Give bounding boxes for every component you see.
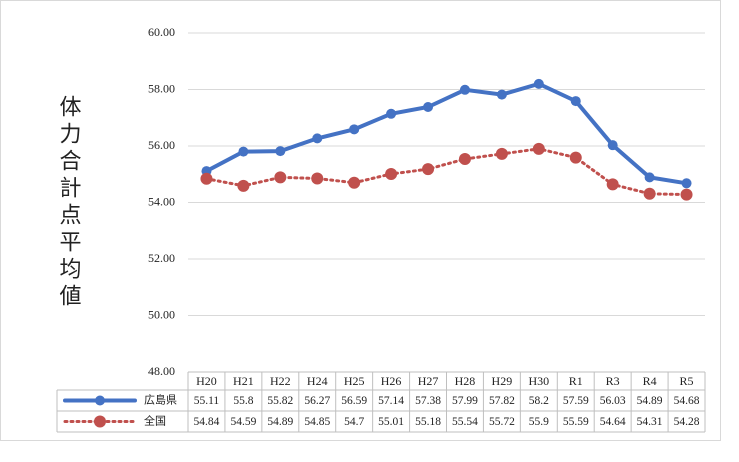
y-tick-label: 48.00 bbox=[148, 364, 175, 378]
x-tick-label: H27 bbox=[418, 374, 439, 388]
table-value: 54.84 bbox=[194, 416, 220, 428]
table-value: 56.27 bbox=[304, 395, 330, 407]
table-value: 55.01 bbox=[378, 416, 404, 428]
x-tick-label: H24 bbox=[307, 374, 328, 388]
table-value: 54.31 bbox=[637, 416, 663, 428]
marker bbox=[312, 133, 323, 144]
marker bbox=[422, 163, 435, 176]
marker bbox=[348, 176, 361, 189]
table-value: 56.59 bbox=[341, 395, 367, 407]
table-value: 55.9 bbox=[529, 416, 549, 428]
table-value: 54.28 bbox=[674, 416, 700, 428]
table-value: 55.18 bbox=[415, 416, 441, 428]
x-tick-label: R5 bbox=[680, 374, 694, 388]
table-value: 56.03 bbox=[600, 395, 626, 407]
x-tick-label: H29 bbox=[492, 374, 513, 388]
y-tick-label: 58.00 bbox=[148, 81, 175, 95]
marker bbox=[680, 188, 693, 201]
legend-marker bbox=[95, 395, 105, 406]
x-tick-label: R3 bbox=[606, 374, 620, 388]
table-value: 55.8 bbox=[233, 395, 253, 407]
marker bbox=[606, 178, 619, 191]
table-value: 55.72 bbox=[489, 416, 515, 428]
table-value: 55.54 bbox=[452, 416, 478, 428]
x-tick-label: H28 bbox=[455, 374, 476, 388]
table-value: 54.64 bbox=[600, 416, 626, 428]
marker bbox=[274, 171, 287, 184]
marker bbox=[238, 146, 249, 157]
x-tick-label: H21 bbox=[233, 374, 254, 388]
table-value: 55.82 bbox=[267, 395, 293, 407]
legend-label: 広島県 bbox=[144, 393, 177, 407]
chart-border bbox=[0, 0, 721, 441]
y-tick-label: 50.00 bbox=[148, 307, 175, 321]
marker bbox=[385, 167, 398, 180]
marker bbox=[349, 124, 360, 135]
legend-marker bbox=[94, 415, 106, 428]
marker bbox=[237, 179, 250, 192]
y-tick-label: 52.00 bbox=[148, 251, 175, 265]
marker bbox=[532, 142, 545, 155]
marker bbox=[495, 147, 508, 160]
marker bbox=[643, 187, 656, 200]
table-value: 54.7 bbox=[344, 416, 364, 428]
y-tick-label: 56.00 bbox=[148, 138, 175, 152]
marker bbox=[275, 146, 286, 157]
x-tick-label: R1 bbox=[569, 374, 583, 388]
table-value: 57.38 bbox=[415, 395, 441, 407]
x-tick-label: H22 bbox=[270, 374, 291, 388]
table-value: 55.59 bbox=[563, 416, 589, 428]
marker bbox=[644, 172, 655, 183]
x-tick-label: H30 bbox=[528, 374, 549, 388]
series-line bbox=[204, 147, 689, 197]
table-value: 54.59 bbox=[230, 416, 256, 428]
marker bbox=[200, 172, 213, 185]
marker bbox=[569, 151, 582, 164]
marker bbox=[496, 89, 507, 100]
y-axis-title: 体力合計点平均値 bbox=[56, 95, 82, 311]
table-value: 54.89 bbox=[637, 395, 663, 407]
marker bbox=[570, 96, 581, 107]
table-value: 57.59 bbox=[563, 395, 589, 407]
legend-label: 全国 bbox=[144, 414, 166, 428]
x-tick-label: H20 bbox=[196, 374, 217, 388]
marker bbox=[533, 78, 544, 89]
x-tick-label: R4 bbox=[643, 374, 657, 388]
table-value: 57.99 bbox=[452, 395, 478, 407]
series-line bbox=[204, 81, 689, 186]
table-value: 57.14 bbox=[378, 395, 404, 407]
y-tick-label: 54.00 bbox=[148, 194, 175, 208]
table-value: 58.2 bbox=[529, 395, 549, 407]
x-tick-label: H26 bbox=[381, 374, 402, 388]
marker bbox=[423, 102, 434, 113]
table-value: 55.11 bbox=[194, 395, 220, 407]
table-value: 54.89 bbox=[267, 416, 293, 428]
marker bbox=[607, 140, 618, 151]
marker bbox=[681, 178, 692, 189]
marker bbox=[458, 152, 471, 165]
y-tick-label: 60.00 bbox=[148, 25, 175, 39]
table-value: 57.82 bbox=[489, 395, 515, 407]
marker bbox=[311, 172, 324, 185]
table-value: 54.68 bbox=[674, 395, 700, 407]
x-tick-label: H25 bbox=[344, 374, 365, 388]
marker bbox=[459, 84, 470, 95]
marker bbox=[386, 108, 397, 119]
table-value: 54.85 bbox=[304, 416, 330, 428]
